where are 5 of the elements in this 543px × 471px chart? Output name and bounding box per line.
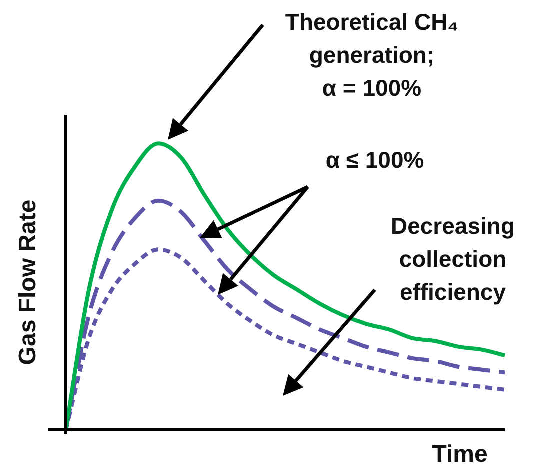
annotation: α ≤ 100% (324, 146, 426, 175)
x-axis-title: Time (431, 440, 489, 470)
y-axis-title: Gas Flow Rate (14, 198, 42, 368)
text: Theoretical CH₄ generation; α = 100% (284, 8, 460, 103)
annotation: Decreasing collection efficiency (390, 212, 516, 307)
